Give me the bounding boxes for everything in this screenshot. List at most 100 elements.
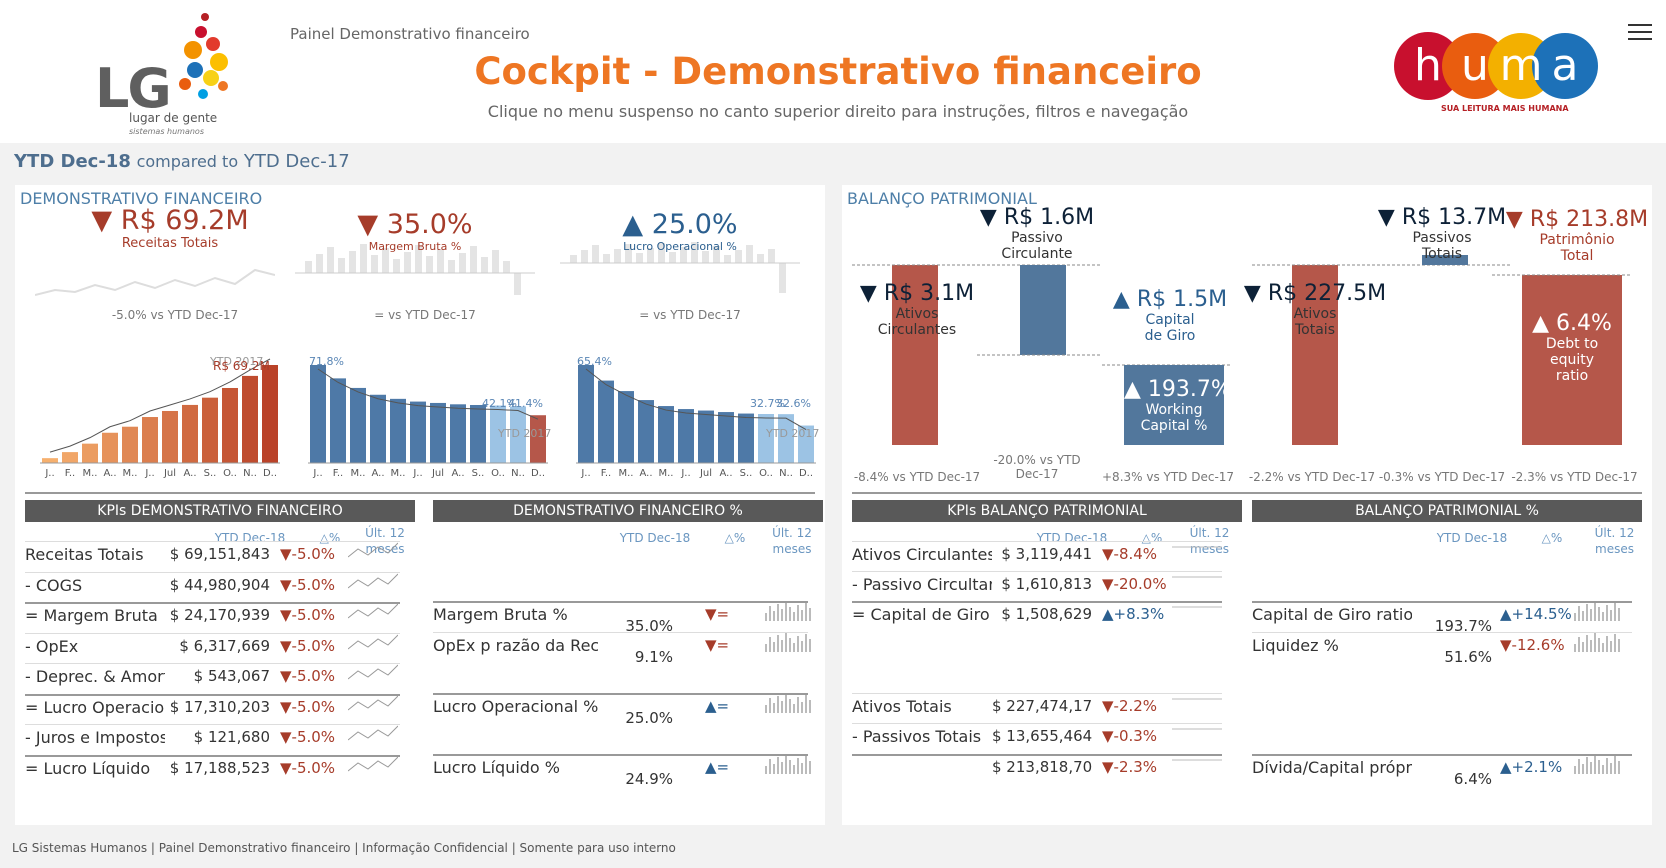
col-header-last12: Últ. 12 meses	[365, 526, 405, 556]
table-row-delta: ▼-5.0%	[280, 728, 336, 746]
up-arrow-icon: ▲	[1124, 377, 1141, 402]
table-row-sparkline	[1172, 539, 1222, 567]
sparkline-bar	[481, 257, 488, 273]
table-row-delta: ▲+2.1%	[1500, 758, 1563, 776]
table-row-delta: ▼-5.0%	[280, 697, 336, 716]
kpi-gross-margin[interactable]: ▼ 35.0% Margem Bruta %	[315, 209, 515, 253]
down-arrow-icon: ▼	[979, 205, 997, 230]
table-row-sparkline	[1172, 599, 1222, 627]
reference-line	[317, 368, 539, 420]
period-previous: YTD Dec-17	[243, 151, 350, 172]
table-row-label: Liquidez %	[1252, 636, 1339, 655]
kpi-operating-profit[interactable]: ▲ 25.0% Lucro Operacional %	[580, 209, 780, 253]
chart-bar	[242, 375, 258, 463]
revenue-monthly-chart: J.. F.. M.. A.. M.. J.. Jul A.. S.. O.. N.. D.. YTD …	[40, 355, 280, 479]
hamburger-menu-icon[interactable]	[1628, 24, 1652, 44]
kpi-working-capital[interactable]: ▲ R$ 1.5M Capital de Giro	[1112, 287, 1228, 344]
table-row-delta: ▲+14.5%	[1500, 605, 1572, 623]
table-row-label: - OpEx	[25, 636, 79, 656]
kpi-label: Lucro Operacional %	[623, 240, 737, 253]
chart-bar	[758, 414, 774, 463]
chart-bar	[778, 414, 794, 463]
col-header-period: YTD Dec-18	[214, 531, 286, 545]
chart-bar	[718, 412, 734, 463]
top-value-label: R$ 69.2M	[213, 359, 270, 373]
row-sparkline	[1574, 755, 1620, 774]
working-capital-waterfall	[852, 264, 1232, 445]
mid-value-label: 41.4%	[508, 397, 543, 410]
table-row-delta: ▲=	[705, 758, 730, 776]
x-tick-label: S..	[204, 468, 217, 479]
compare-total-liabilities: -0.3% vs YTD Dec-17	[1378, 470, 1506, 484]
kpi-current-liabilities[interactable]: ▼ R$ 1.6M Passivo Circulante	[979, 205, 1095, 262]
compare-current-assets: -8.4% vs YTD Dec-17	[853, 470, 981, 484]
chart-bar	[430, 402, 446, 463]
chart-bar	[102, 432, 118, 463]
lg-logo-word: LG	[95, 57, 172, 120]
row-sparkline	[347, 542, 399, 558]
x-tick-label: J..	[680, 468, 690, 479]
sparkline-bar	[691, 242, 698, 263]
chart-bar	[798, 425, 814, 463]
row-sparkline	[347, 725, 399, 741]
kpi-label: Margem Bruta %	[368, 240, 462, 253]
table-row-sparkline	[347, 600, 399, 628]
table-row-sparkline	[763, 630, 813, 658]
chart-bar	[310, 365, 326, 463]
operating-profit-sparkline	[560, 242, 800, 293]
table-row-label: - Passivos Totais	[852, 727, 982, 746]
table-row-delta: ▼-5.0%	[280, 667, 336, 685]
table-row-value: 193.7%	[1434, 617, 1492, 635]
chart-bar	[82, 443, 98, 463]
kpi-total-revenue[interactable]: ▼ R$ 69.2M Receitas Totais	[60, 205, 280, 251]
table-row-value: $ 44,980,904	[169, 575, 270, 594]
chart-bar	[658, 406, 674, 463]
sparkline-bar	[669, 252, 676, 263]
chart-bar	[638, 400, 654, 463]
row-sparkline	[765, 633, 811, 652]
sparkline-bar	[757, 254, 764, 263]
chart-bar	[530, 415, 546, 463]
table-row-sparkline	[1572, 630, 1622, 658]
table-row-value: $ 3,119,441	[1001, 545, 1092, 563]
x-tick-label: O..	[759, 468, 773, 479]
kpi-working-capital-pct: ▲ 193.7% Working Capital %	[1124, 377, 1232, 434]
table-row-delta: ▼-2.2%	[1102, 697, 1158, 715]
kpi-total-assets[interactable]: ▼ R$ 227.5M Ativos Totais	[1243, 281, 1387, 338]
table-row-value: $ 13,655,464	[992, 727, 1092, 745]
x-tick-label: A..	[639, 468, 652, 479]
kpi-label: Receitas Totais	[121, 236, 219, 251]
sparkline-bar	[492, 250, 499, 273]
chart-bar	[410, 401, 426, 463]
chart-bar	[390, 398, 406, 463]
up-arrow-icon: ▲	[1112, 287, 1130, 312]
ref-label: YTD 2017	[209, 355, 263, 368]
sparkline-bar	[724, 255, 731, 263]
sparkline-bar	[680, 247, 687, 263]
row-sparkline	[1172, 546, 1222, 548]
table-row-delta: ▼-5.0%	[280, 636, 336, 655]
dashboard-header: LG lugar de gente sistemas humanos Paine…	[0, 0, 1666, 143]
table-row-delta: ▼=	[705, 605, 730, 623]
x-tick-label: A..	[719, 468, 732, 479]
sparkline-bar	[625, 244, 632, 263]
x-tick-label: O..	[491, 468, 505, 479]
huma-letter-h: h	[1414, 40, 1442, 91]
kpi-total-liabilities[interactable]: ▼ R$ 13.7M Passivos Totais	[1377, 205, 1507, 262]
x-tick-label: N..	[779, 468, 793, 479]
x-tick-label: S..	[740, 468, 753, 479]
sparkline-bar	[581, 250, 588, 263]
table-row-value: 51.6%	[1444, 648, 1492, 666]
lg-logo-line2: sistemas humanos	[129, 127, 204, 136]
table-row-label: = Margem Bruta	[25, 606, 158, 625]
sparkline-bar	[360, 244, 367, 273]
kpi-current-assets[interactable]: ▼ R$ 3.1M Ativos Circulantes	[859, 281, 975, 338]
page-subtitle: Clique no menu suspenso no canto superio…	[487, 102, 1189, 121]
kpi-total-equity[interactable]: ▼ R$ 213.8M Patrimônio Total	[1505, 207, 1649, 264]
down-arrow-icon: ▼	[357, 209, 379, 240]
revenue-sparkline	[35, 268, 275, 296]
table-row-delta: ▲+8.3%	[1102, 605, 1165, 623]
chart-bar	[122, 426, 138, 463]
table-row-sparkline	[763, 599, 813, 627]
table-row-label: Ativos Circulantes	[852, 545, 992, 564]
